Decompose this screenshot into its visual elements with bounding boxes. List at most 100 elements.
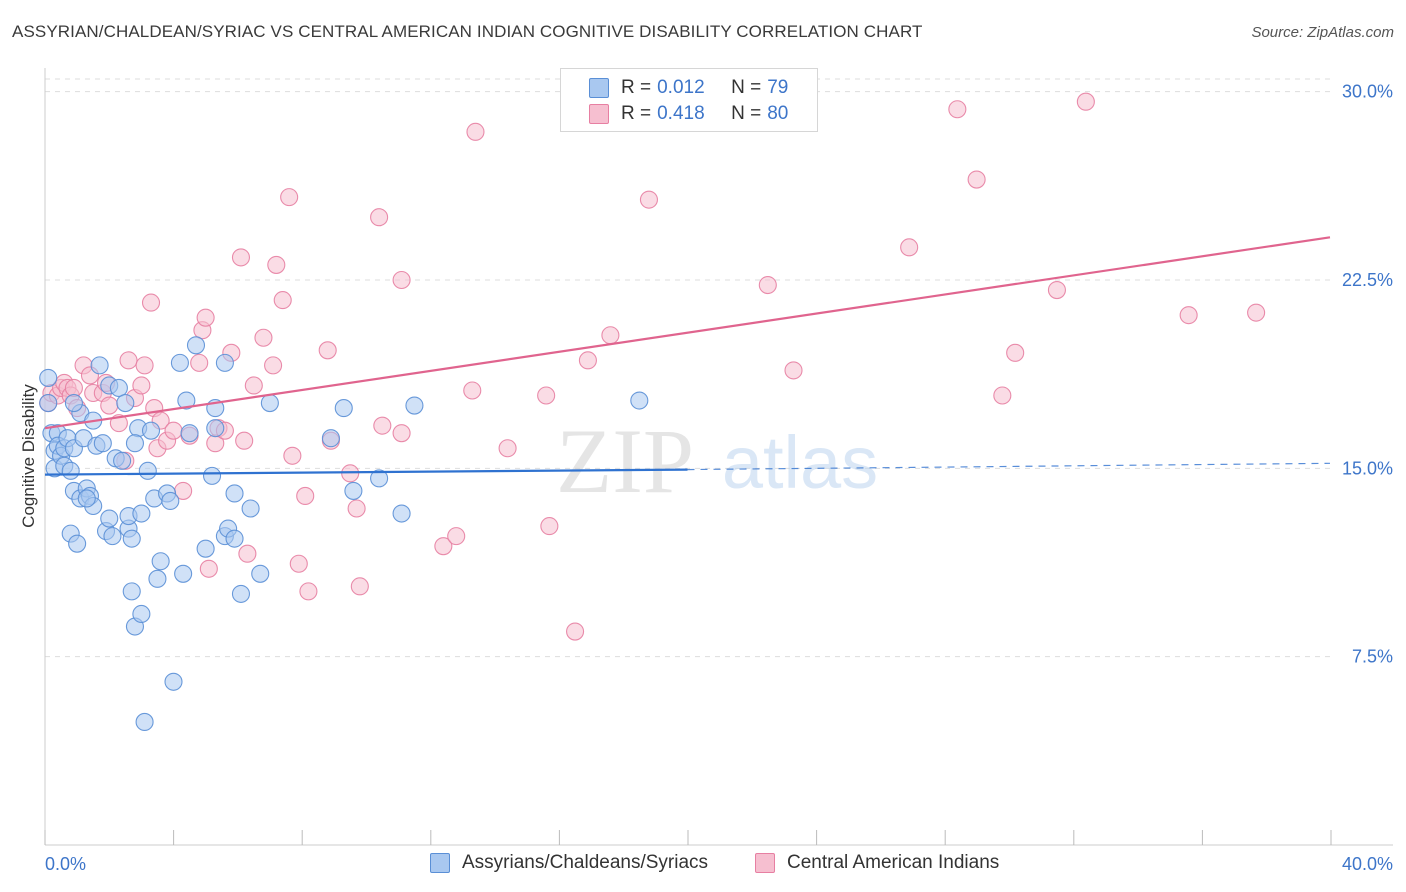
point-central-american-indians: [373, 416, 392, 435]
point-central-american-indians: [244, 376, 263, 395]
point-central-american-indians: [196, 308, 215, 327]
point-central-american-indians: [100, 396, 119, 415]
point-central-american-indians: [299, 582, 318, 601]
point-assyrians: [141, 421, 161, 440]
blue-swatch: [430, 853, 450, 873]
point-assyrians: [132, 504, 151, 523]
point-assyrians: [148, 569, 167, 588]
r-label: R =: [621, 103, 652, 124]
legend-item-central-american-indians[interactable]: Central American Indians: [755, 852, 999, 874]
point-assyrians: [177, 391, 196, 410]
blue-swatch: [589, 78, 609, 98]
point-central-american-indians: [498, 439, 517, 458]
point-central-american-indians: [578, 351, 597, 370]
trend-line-central-american-indians: [44, 236, 1331, 430]
point-assyrians: [225, 484, 244, 503]
point-central-american-indians: [601, 326, 620, 345]
point-assyrians: [260, 393, 279, 413]
point-assyrians: [68, 534, 87, 553]
stats-row-assyrians: R = 0.012 N = 79: [561, 74, 788, 102]
point-central-american-indians: [231, 248, 251, 267]
point-assyrians: [39, 368, 58, 387]
point-central-american-indians: [164, 421, 183, 440]
point-assyrians: [370, 469, 389, 488]
point-central-american-indians: [758, 275, 777, 295]
point-assyrians: [113, 451, 132, 470]
point-assyrians: [93, 434, 112, 453]
point-assyrians: [225, 529, 244, 548]
point-assyrians: [116, 393, 135, 413]
point-central-american-indians: [566, 622, 585, 641]
point-assyrians: [135, 712, 154, 732]
axes: [44, 68, 1393, 846]
point-assyrians: [251, 564, 270, 583]
point-central-american-indians: [1179, 306, 1198, 325]
point-assyrians: [630, 391, 649, 410]
n-value: 79: [767, 77, 789, 98]
x-tick-label-min: 0.0%: [45, 854, 86, 874]
series-legend: Assyrians/Chaldeans/Syriacs Central Amer…: [0, 850, 1406, 878]
point-assyrians: [77, 489, 96, 508]
point-central-american-indians: [64, 378, 83, 398]
point-central-american-indians: [318, 341, 337, 360]
point-central-american-indians: [466, 122, 485, 141]
series-assyrians: [39, 336, 649, 732]
point-central-american-indians: [264, 356, 283, 375]
point-assyrians: [39, 393, 58, 413]
point-assyrians: [64, 393, 83, 413]
stats-legend: R = 0.012 N = 79 R = 0.418 N = 80: [560, 68, 818, 132]
point-central-american-indians: [350, 577, 369, 596]
point-central-american-indians: [199, 559, 218, 578]
r-value: 0.012: [657, 77, 705, 98]
point-central-american-indians: [784, 361, 803, 380]
point-central-american-indians: [190, 353, 209, 372]
n-label: N =: [731, 77, 762, 98]
point-assyrians: [122, 582, 141, 601]
point-central-american-indians: [434, 537, 453, 556]
y-tick-label: 22.5%: [1342, 270, 1393, 290]
point-central-american-indians: [993, 386, 1012, 405]
point-central-american-indians: [132, 376, 151, 395]
point-assyrians: [109, 378, 128, 398]
point-assyrians: [334, 399, 353, 418]
point-central-american-indians: [235, 431, 254, 450]
point-central-american-indians: [463, 381, 482, 400]
legend-item-assyrians[interactable]: Assyrians/Chaldeans/Syriacs: [430, 852, 708, 874]
stats-row-central-american-indians: R = 0.418 N = 80: [561, 100, 788, 128]
point-central-american-indians: [347, 499, 366, 518]
point-assyrians: [164, 672, 183, 691]
point-central-american-indians: [370, 208, 389, 227]
point-central-american-indians: [119, 351, 138, 370]
point-central-american-indians: [948, 100, 967, 119]
point-assyrians: [231, 584, 251, 603]
point-central-american-indians: [135, 356, 154, 375]
point-central-american-indians: [540, 517, 559, 536]
point-assyrians: [125, 434, 144, 453]
point-assyrians: [203, 466, 222, 485]
legend-label: Central American Indians: [787, 852, 1000, 873]
point-central-american-indians: [537, 386, 556, 405]
y-tick-label: 15.0%: [1342, 458, 1393, 478]
point-central-american-indians: [392, 270, 411, 290]
x-tick-label-max: 40.0%: [1342, 854, 1393, 874]
point-assyrians: [215, 353, 234, 372]
point-assyrians: [174, 564, 193, 583]
point-assyrians: [186, 336, 206, 355]
point-assyrians: [103, 527, 122, 546]
point-assyrians: [405, 396, 424, 415]
pink-swatch: [589, 104, 609, 124]
point-assyrians: [122, 529, 141, 548]
point-assyrians: [392, 504, 411, 523]
point-assyrians: [151, 552, 170, 571]
point-assyrians: [100, 509, 119, 528]
y-axis-label: Cognitive Disability: [19, 384, 38, 528]
point-central-american-indians: [254, 328, 273, 347]
point-central-american-indians: [283, 446, 302, 465]
n-value: 80: [767, 103, 789, 124]
point-assyrians: [61, 461, 80, 480]
watermark-atlas: atlas: [722, 421, 878, 504]
point-central-american-indians: [1047, 280, 1066, 300]
point-central-american-indians: [1076, 92, 1095, 111]
tick-labels: 7.5% 15.0% 22.5% 30.0% 0.0% 40.0%: [45, 82, 1393, 874]
